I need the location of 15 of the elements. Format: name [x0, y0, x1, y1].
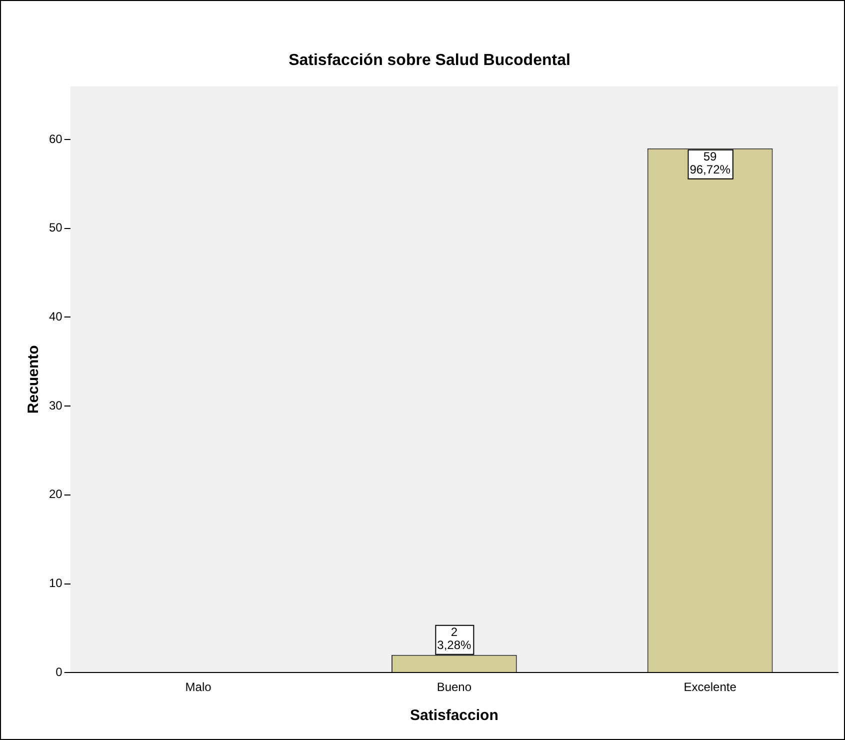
data-label: 59 96,72% — [690, 150, 731, 177]
y-axis-title: Recuento — [25, 345, 42, 414]
data-label: 2 3,28% — [437, 625, 472, 652]
x-tick-label: Malo — [185, 680, 212, 694]
x-axis-title: Satisfaccion — [410, 707, 498, 724]
y-tick-label: 40 — [48, 310, 63, 324]
chart-title: Satisfacción sobre Salud Bucodental — [288, 52, 570, 70]
y-tick-label: 0 — [56, 664, 63, 679]
x-tick-label: Excelente — [684, 680, 737, 694]
y-tick-label: 60 — [48, 132, 63, 146]
y-tick-label: 10 — [48, 576, 63, 590]
y-tick-label: 30 — [48, 398, 63, 412]
y-tick-label: 20 — [48, 487, 63, 502]
y-tick-label: 50 — [48, 220, 63, 235]
x-tick-label: Bueno — [436, 680, 472, 694]
